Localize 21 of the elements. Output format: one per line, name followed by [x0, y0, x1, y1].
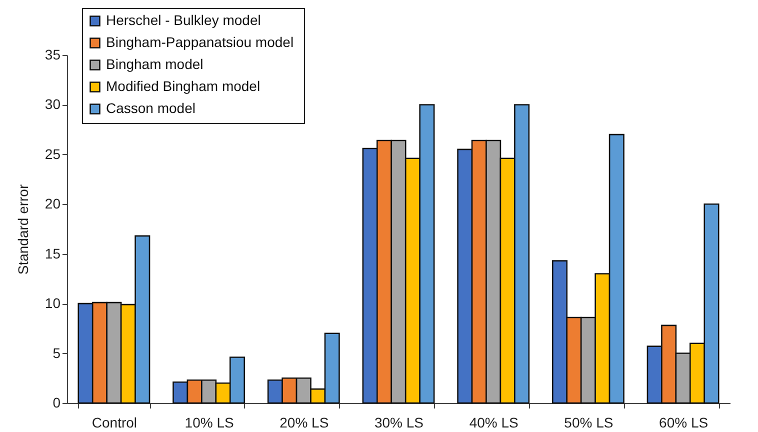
x-tick-label: 10% LS: [184, 414, 234, 430]
x-tick-label: 50% LS: [564, 414, 614, 430]
x-tick-label: 30% LS: [374, 414, 424, 430]
legend-label: Casson model: [106, 100, 196, 116]
y-tick-label: 15: [44, 245, 61, 262]
y-axis-title: Standard error: [14, 184, 31, 275]
x-tick-label: Control: [92, 414, 138, 430]
y-tick-label: 5: [52, 344, 61, 361]
y-tick-label: 0: [52, 394, 61, 410]
x-tick-label: 40% LS: [469, 414, 518, 430]
legend-label: Bingham-Pappanatsiou model: [106, 34, 294, 50]
x-tick-label: 60% LS: [659, 414, 708, 430]
legend-label: Herschel - Bulkley model: [106, 12, 261, 28]
x-tick-label: 20% LS: [280, 414, 329, 430]
legend-label: Modified Bingham model: [106, 78, 260, 94]
y-tick-label: 30: [44, 96, 61, 112]
y-tick-label: 25: [44, 146, 61, 162]
y-tick-label: 35: [44, 46, 61, 62]
y-tick-label: 20: [44, 196, 61, 212]
legend-label: Bingham model: [106, 56, 204, 72]
y-tick-label: 10: [44, 295, 61, 312]
